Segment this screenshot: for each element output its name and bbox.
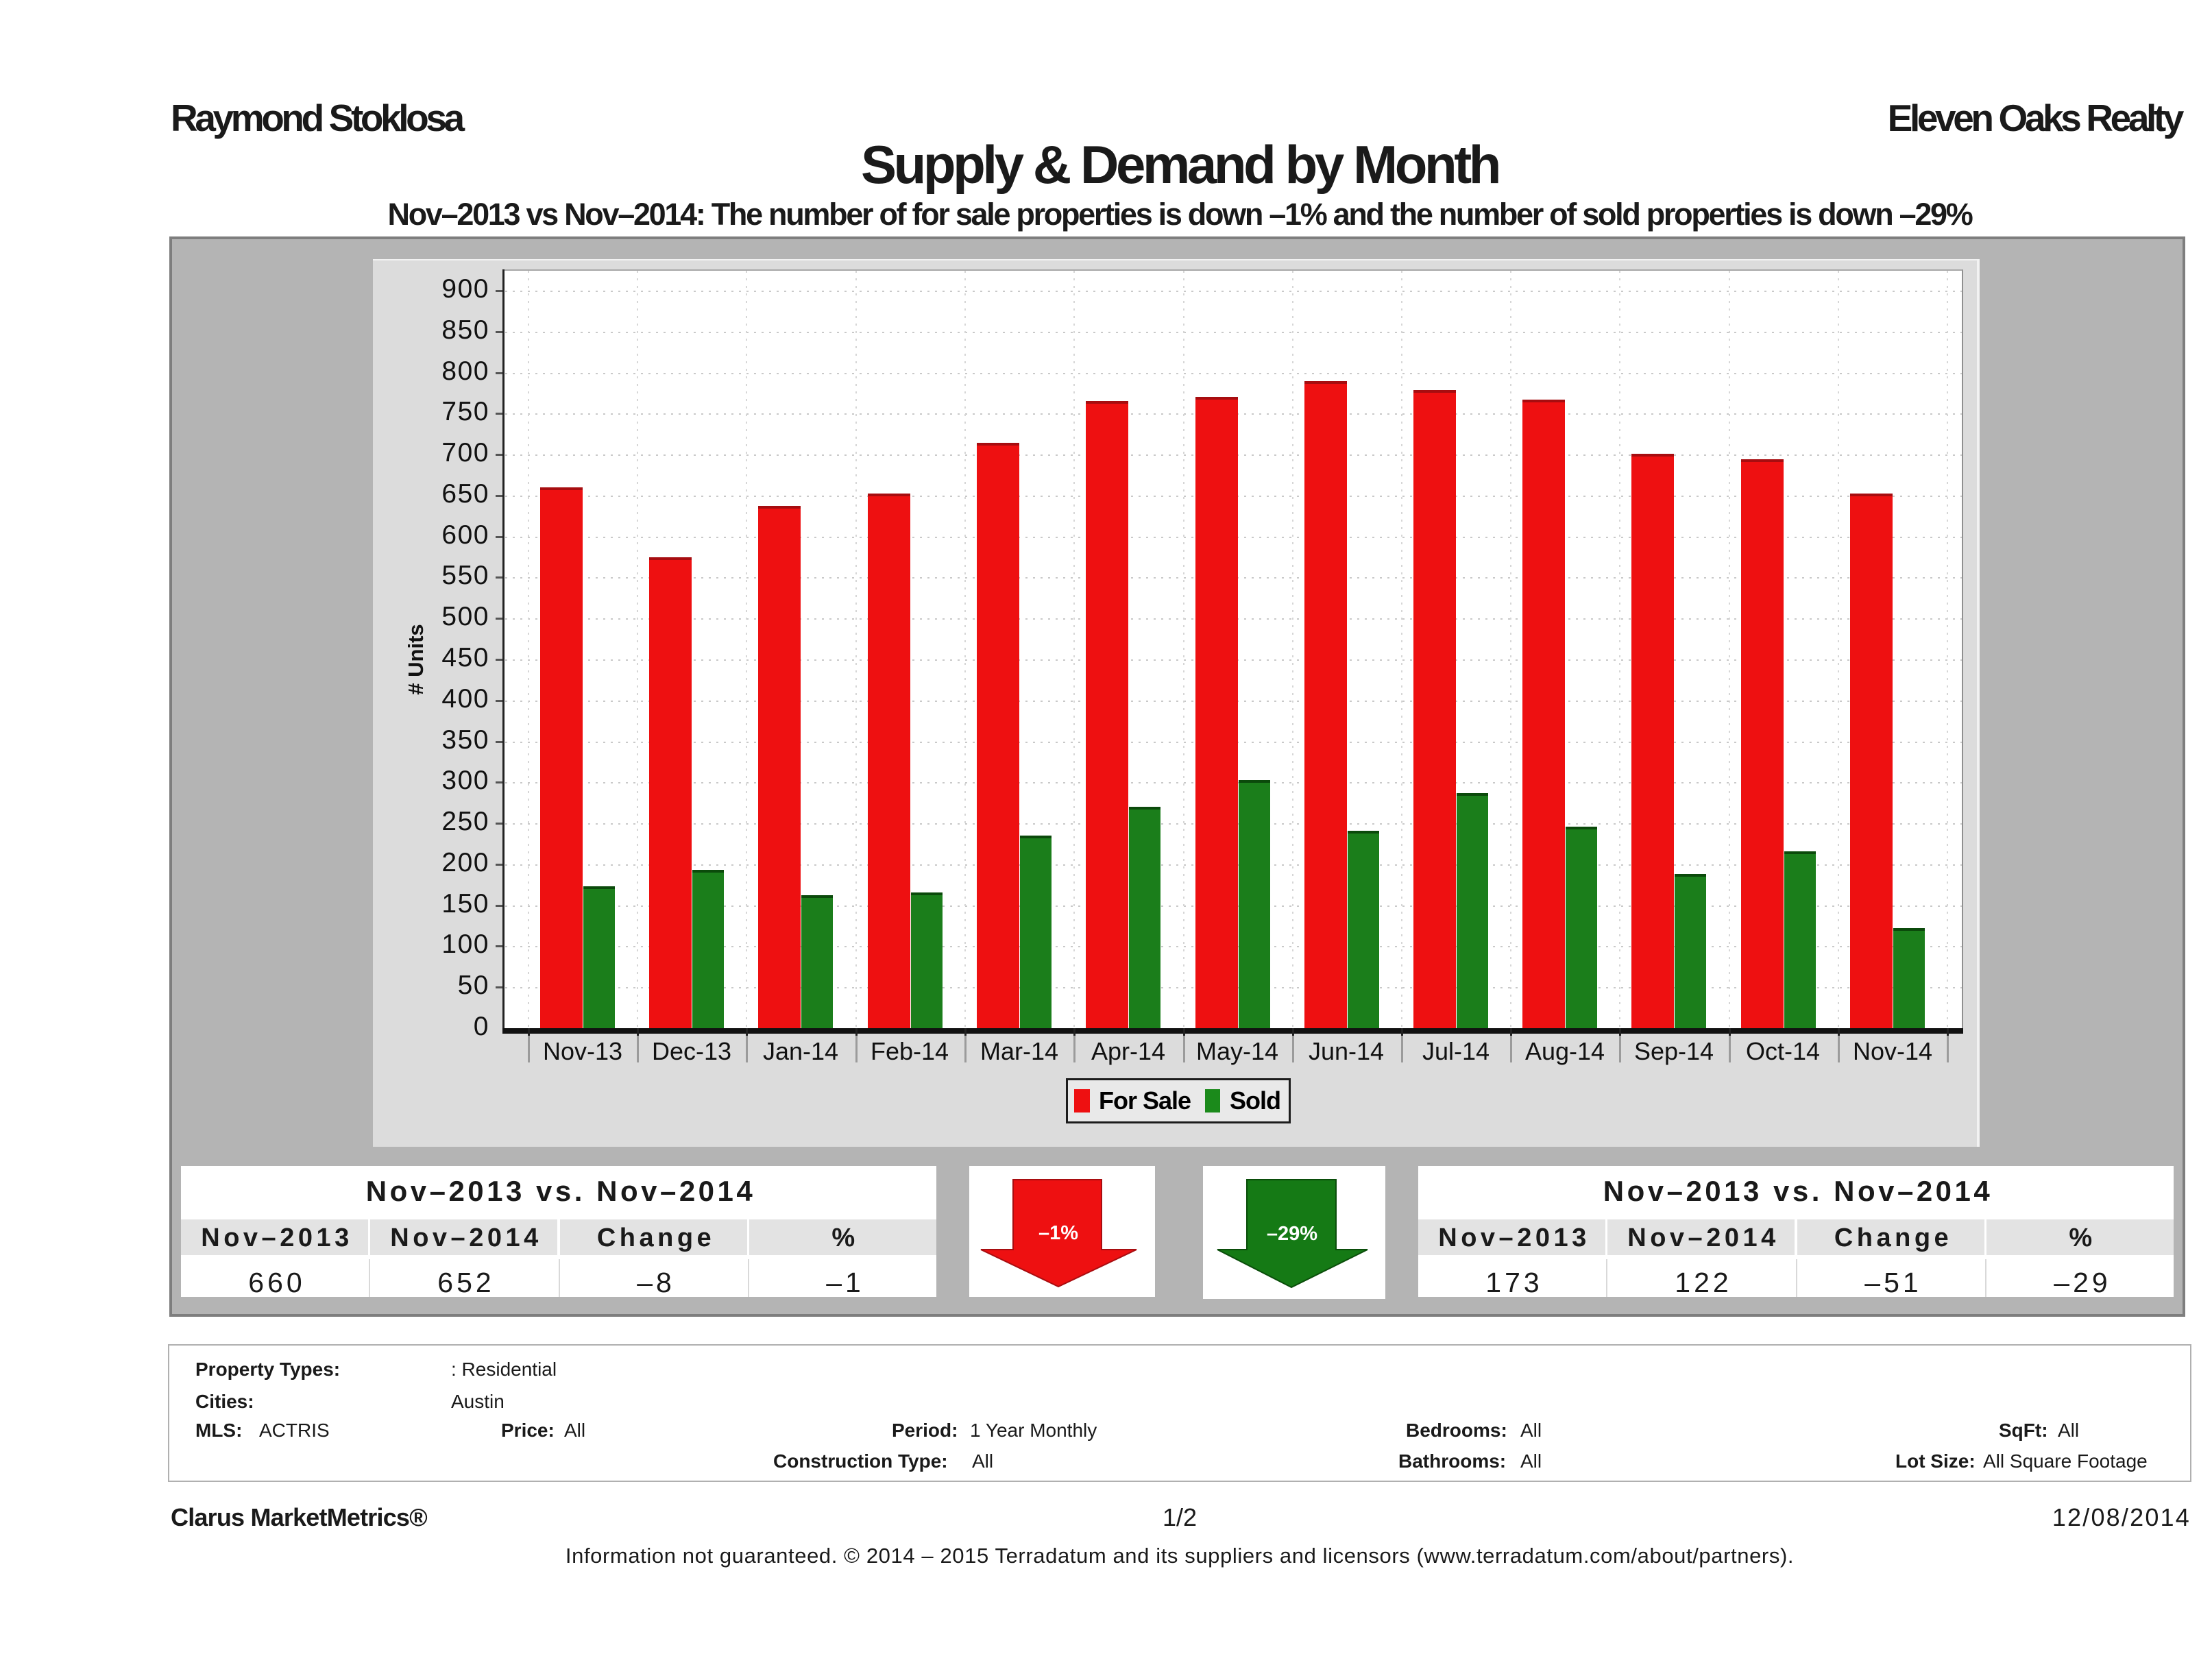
svg-text:–29%: –29%: [1267, 1223, 1317, 1245]
svg-text:–1%: –1%: [1038, 1222, 1078, 1244]
